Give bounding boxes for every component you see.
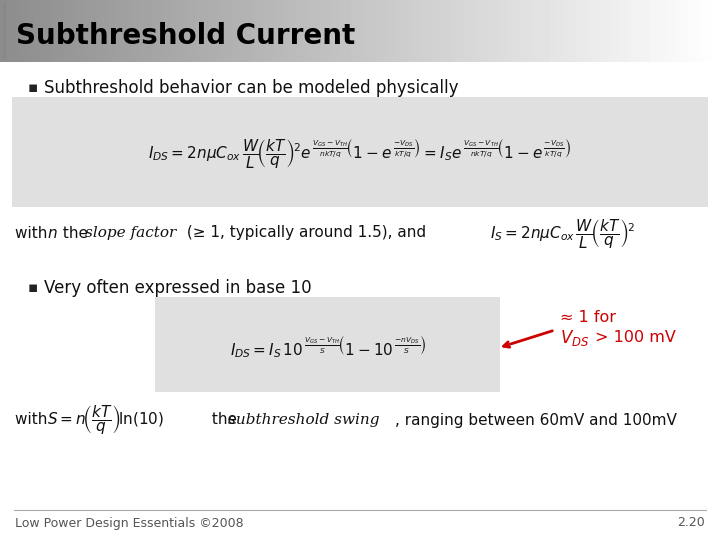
Text: > 100 mV: > 100 mV — [595, 330, 676, 346]
Text: Very often expressed in base 10: Very often expressed in base 10 — [44, 279, 312, 297]
Text: $I_S = 2n\mu C_{ox}\,\dfrac{W}{L}\!\left(\dfrac{kT}{q}\right)^{\!2}$: $I_S = 2n\mu C_{ox}\,\dfrac{W}{L}\!\left… — [490, 217, 635, 249]
Text: the: the — [58, 226, 93, 240]
Bar — [155, 297, 500, 392]
Text: $I_{DS} = I_S\,10^{\,\frac{V_{GS}-V_{TH}}{S}}\!\left(1-10^{\,\frac{-nV_{DS}}{S}}: $I_{DS} = I_S\,10^{\,\frac{V_{GS}-V_{TH}… — [230, 334, 426, 360]
Text: subthreshold swing: subthreshold swing — [228, 413, 379, 427]
Text: with: with — [15, 226, 53, 240]
Bar — [12, 97, 708, 207]
Text: (≥ 1, typically around 1.5), and: (≥ 1, typically around 1.5), and — [182, 226, 426, 240]
Text: with: with — [15, 413, 53, 428]
Text: 2.20: 2.20 — [678, 516, 705, 530]
Text: , ranging between 60mV and 100mV: , ranging between 60mV and 100mV — [395, 413, 677, 428]
Text: ≈ 1 for: ≈ 1 for — [560, 310, 616, 326]
Text: $n$: $n$ — [47, 226, 58, 240]
Text: Subthreshold Current: Subthreshold Current — [16, 22, 355, 50]
Text: $V_{DS}$: $V_{DS}$ — [560, 328, 590, 348]
Text: the: the — [207, 413, 242, 428]
Bar — [3, 2, 6, 60]
Text: slope factor: slope factor — [85, 226, 176, 240]
Text: Subthreshold behavior can be modeled physically: Subthreshold behavior can be modeled phy… — [44, 79, 459, 97]
Text: $I_{DS} = 2n\mu C_{ox}\,\dfrac{W}{L}\!\left(\dfrac{kT}{q}\right)^{\!2}e^{\,\frac: $I_{DS} = 2n\mu C_{ox}\,\dfrac{W}{L}\!\l… — [148, 137, 572, 170]
Text: ▪: ▪ — [28, 280, 38, 295]
Text: $S = n\!\left(\dfrac{kT}{q}\right)\!\ln(10)$: $S = n\!\left(\dfrac{kT}{q}\right)\!\ln(… — [47, 403, 164, 436]
Text: ▪: ▪ — [28, 80, 38, 96]
Text: Low Power Design Essentials ©2008: Low Power Design Essentials ©2008 — [15, 516, 243, 530]
